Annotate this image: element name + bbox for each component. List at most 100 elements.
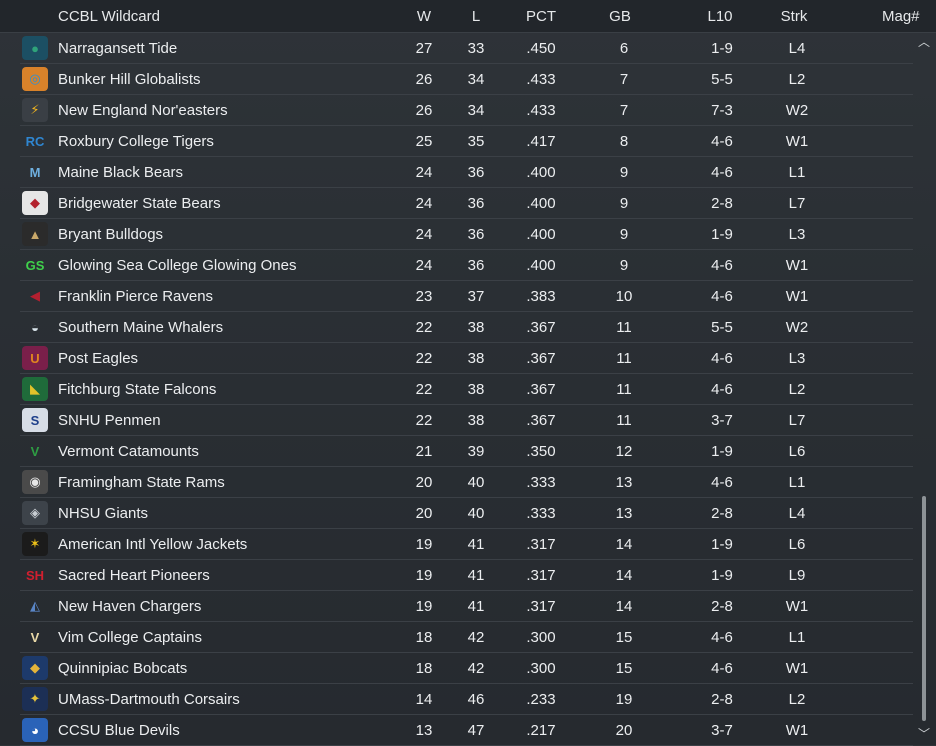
cell-strk: L9 [788, 567, 806, 584]
col-header-l10[interactable]: L10 [707, 8, 733, 25]
table-row[interactable]: ✦ UMass-Dartmouth Corsairs 14 46 .233 19 2-8 L2 [20, 684, 913, 715]
cell-gb: 14 [615, 536, 633, 553]
table-row[interactable]: ● Narragansett Tide 27 33 .450 6 1-9 L4 [20, 33, 913, 64]
cell-l: 46 [467, 691, 485, 708]
team-name[interactable]: CCSU Blue Devils [58, 722, 180, 739]
cell-gb: 15 [615, 629, 633, 646]
team-name[interactable]: Southern Maine Whalers [58, 319, 224, 336]
table-row[interactable]: ◀ Franklin Pierce Ravens 23 37 .383 10 4-6 W1 [20, 281, 913, 312]
cell-l10: 5-5 [711, 71, 733, 88]
team-name[interactable]: Framingham State Rams [58, 474, 225, 491]
table-row[interactable]: GS Glowing Sea College Glowing Ones 24 36 .4… [20, 250, 913, 281]
team-name[interactable]: UMass-Dartmouth Corsairs [58, 691, 240, 708]
table-row[interactable]: S SNHU Penmen 22 38 .367 11 3-7 L7 [20, 405, 913, 436]
cell-l10: 5-5 [711, 319, 733, 336]
team-logo-icon: ◭ [30, 598, 40, 613]
table-row[interactable]: SH Sacred Heart Pioneers 19 41 .317 14 1-9 L9 [20, 560, 913, 591]
team-name[interactable]: Fitchburg State Falcons [58, 381, 217, 398]
cell-pct: .400 [526, 257, 556, 274]
col-header-l[interactable]: L [471, 8, 481, 25]
team-logo-icon: ✦ [22, 687, 48, 711]
cell-w: 24 [415, 257, 433, 274]
team-name[interactable]: American Intl Yellow Jackets [58, 536, 248, 553]
cell-gb: 15 [615, 660, 633, 677]
team-name[interactable]: Post Eagles [58, 350, 139, 367]
team-logo-icon: ◆ [22, 191, 48, 215]
cell-w: 19 [415, 598, 433, 615]
cell-strk: W1 [785, 598, 809, 615]
cell-pct: .400 [526, 226, 556, 243]
team-name[interactable]: Bunker Hill Globalists [58, 71, 201, 88]
col-header-w[interactable]: W [416, 8, 432, 25]
table-row[interactable]: ✶ American Intl Yellow Jackets 19 41 .317 14 1… [20, 529, 913, 560]
table-row[interactable]: ▲ Bryant Bulldogs 24 36 .400 9 1-9 L3 [20, 219, 913, 250]
table-row[interactable]: ◉ Framingham State Rams 20 40 .333 13 4-6 L1 [20, 467, 913, 498]
cell-l: 38 [467, 412, 485, 429]
team-logo-icon: ◉ [22, 470, 48, 494]
col-header-gb[interactable]: GB [609, 8, 631, 25]
team-name[interactable]: Sacred Heart Pioneers [58, 567, 210, 584]
cell-w: 25 [415, 133, 433, 150]
team-name[interactable]: Vim College Captains [58, 629, 202, 646]
cell-gb: 19 [615, 691, 633, 708]
team-name[interactable]: NHSU Giants [58, 505, 149, 522]
table-row[interactable]: ◆ Quinnipiac Bobcats 18 42 .300 15 4-6 W1 [20, 653, 913, 684]
table-row[interactable]: ◭ New Haven Chargers 19 41 .317 14 2-8 W1 [20, 591, 913, 622]
table-row[interactable]: ◕ CCSU Blue Devils 13 47 .217 20 3-7 W1 [20, 715, 913, 746]
cell-pct: .367 [526, 350, 556, 367]
team-name[interactable]: Maine Black Bears [58, 164, 184, 181]
scroll-up-icon[interactable]: ︿ [917, 35, 930, 49]
cell-l: 40 [467, 505, 485, 522]
scrollbar[interactable]: ︿ ﹀ [917, 36, 931, 742]
table-row[interactable]: ⚡ New England Nor'easters 26 34 .433 7 7-3 W2 [20, 95, 913, 126]
team-logo-icon: GS [25, 257, 45, 273]
table-row[interactable]: ◒ Southern Maine Whalers 22 38 .367 11 5-5 W2 [20, 312, 913, 343]
col-header-mag[interactable]: Mag# [882, 8, 920, 25]
cell-gb: 11 [616, 381, 632, 398]
cell-pct: .367 [526, 319, 556, 336]
table-row[interactable]: ◈ NHSU Giants 20 40 .333 13 2-8 L4 [20, 498, 913, 529]
team-name[interactable]: Franklin Pierce Ravens [58, 288, 214, 305]
team-name[interactable]: Roxbury College Tigers [58, 133, 214, 150]
team-name[interactable]: Glowing Sea College Glowing Ones [58, 257, 297, 274]
cell-gb: 9 [619, 195, 629, 212]
cell-w: 24 [415, 164, 433, 181]
table-row[interactable]: RC Roxbury College Tigers 25 35 .417 8 4-6 W1 [20, 126, 913, 157]
team-name[interactable]: New Haven Chargers [58, 598, 202, 615]
col-header-pct[interactable]: PCT [526, 8, 556, 25]
standings-table: ● Narragansett Tide 27 33 .450 6 1-9 L4 ◎ Bunker … [20, 33, 913, 746]
table-row[interactable]: M Maine Black Bears 24 36 .400 9 4-6 L1 [20, 157, 913, 188]
table-row[interactable]: ◆ Bridgewater State Bears 24 36 .400 9 2-8 L7 [20, 188, 913, 219]
team-name[interactable]: Quinnipiac Bobcats [58, 660, 188, 677]
team-name[interactable]: Narragansett Tide [58, 40, 178, 57]
table-row[interactable]: ◣ Fitchburg State Falcons 22 38 .367 11 4-6 L2 [20, 374, 913, 405]
cell-l: 41 [467, 567, 485, 584]
cell-w: 22 [415, 381, 433, 398]
cell-w: 14 [415, 691, 433, 708]
team-name[interactable]: Bryant Bulldogs [58, 226, 164, 243]
col-header-strk[interactable]: Strk [780, 8, 808, 25]
team-name[interactable]: Bridgewater State Bears [58, 195, 221, 212]
cell-strk: L3 [788, 350, 806, 367]
team-logo-icon: V [30, 443, 40, 459]
cell-l: 42 [467, 629, 485, 646]
cell-l10: 1-9 [711, 536, 733, 553]
team-name[interactable]: Vermont Catamounts [58, 443, 199, 460]
table-row[interactable]: V Vermont Catamounts 21 39 .350 12 1-9 L6 [20, 436, 913, 467]
cell-w: 19 [415, 567, 433, 584]
cell-l: 38 [467, 319, 485, 336]
table-row[interactable]: V Vim College Captains 18 42 .300 15 4-6 L1 [20, 622, 913, 653]
team-name[interactable]: New England Nor'easters [58, 102, 228, 119]
scroll-thumb[interactable] [922, 496, 926, 721]
table-row[interactable]: U Post Eagles 22 38 .367 11 4-6 L3 [20, 343, 913, 374]
cell-gb: 11 [616, 319, 632, 336]
cell-w: 24 [415, 195, 433, 212]
table-row[interactable]: ◎ Bunker Hill Globalists 26 34 .433 7 5-5 L2 [20, 64, 913, 95]
cell-strk: L2 [788, 71, 806, 88]
cell-strk: L6 [788, 443, 806, 460]
team-logo-icon: ◆ [22, 656, 48, 680]
scroll-down-icon[interactable]: ﹀ [917, 727, 930, 741]
cell-l10: 2-8 [711, 691, 733, 708]
team-name[interactable]: SNHU Penmen [58, 412, 161, 429]
team-logo-icon: V [30, 629, 40, 645]
